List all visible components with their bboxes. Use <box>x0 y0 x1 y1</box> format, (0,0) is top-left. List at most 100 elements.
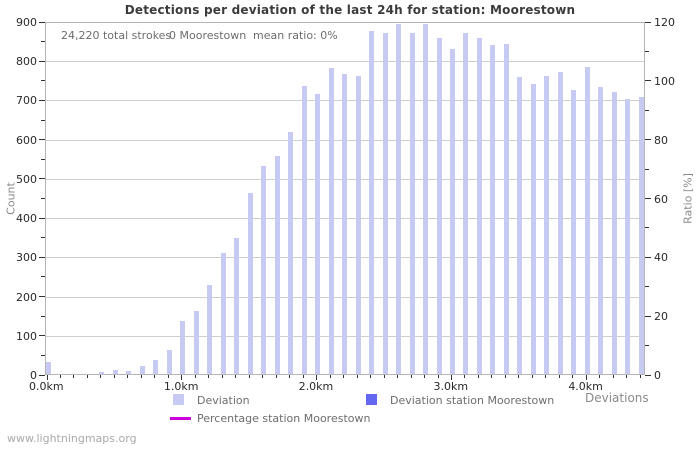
legend-line-percentage <box>170 417 191 420</box>
annotation-station-strokes: 0 Moorestown <box>169 29 247 42</box>
y-right-tick-label: 40 <box>654 251 668 265</box>
plot-area: 24,220 total strokes 0 Moorestown mean r… <box>45 22 645 375</box>
x-tick <box>545 375 547 378</box>
deviation-bar <box>274 156 280 374</box>
y-left-tick <box>39 99 45 101</box>
x-tick <box>208 375 210 378</box>
annotation-total-strokes: 24,220 total strokes <box>61 29 172 42</box>
y-right-tick <box>645 139 651 141</box>
x-tick <box>194 375 196 378</box>
x-tick <box>477 375 479 378</box>
deviation-bar <box>112 370 118 374</box>
y-right-tick <box>645 198 651 199</box>
x-tick <box>181 375 183 380</box>
y-right-tick <box>645 109 649 111</box>
y-left-tick-label: 700 <box>16 94 37 108</box>
deviation-bar <box>490 44 496 374</box>
deviation-bar <box>382 32 388 374</box>
y-right-tick <box>645 286 649 288</box>
y-left-tick <box>39 178 45 180</box>
x-tick <box>248 375 250 378</box>
deviation-bar <box>517 76 523 374</box>
y-right-tick-label: 120 <box>654 16 675 29</box>
x-tick <box>397 375 399 378</box>
y-left-tick-label: 900 <box>16 16 37 29</box>
deviation-bar <box>355 75 361 374</box>
y-right-tick <box>645 315 651 317</box>
y-right-tick <box>645 21 651 23</box>
annotation-mean-ratio: mean ratio: 0% <box>253 29 338 42</box>
deviation-bar <box>220 252 226 374</box>
deviation-bar <box>598 86 604 374</box>
deviation-bar <box>423 23 429 374</box>
deviation-bar <box>463 33 469 374</box>
deviation-bar <box>261 165 267 374</box>
y-left-tick <box>39 139 45 141</box>
y-left-axis-title: Count <box>4 182 18 215</box>
y-left-tick <box>39 335 45 337</box>
y-right-tick-label: 20 <box>654 310 668 324</box>
y-left-tick <box>41 198 45 199</box>
deviation-bar <box>369 31 375 374</box>
deviation-bar <box>139 366 145 374</box>
x-tick <box>343 375 345 378</box>
deviation-bar <box>611 92 617 374</box>
x-tick <box>167 375 169 378</box>
x-tick <box>639 375 641 378</box>
deviation-bar <box>193 311 199 374</box>
deviation-bar <box>166 349 172 374</box>
y-left-tick-label: 300 <box>16 251 37 265</box>
y-right-tick-label: 0 <box>654 369 661 382</box>
x-tick <box>289 375 291 378</box>
y-left-tick <box>39 60 45 62</box>
y-right-tick <box>645 168 649 170</box>
y-right-tick-label: 60 <box>654 192 668 206</box>
y-right-tick <box>645 256 651 258</box>
x-tick <box>262 375 264 378</box>
y-left-tick <box>41 80 45 82</box>
y-right-tick <box>645 345 649 347</box>
x-tick <box>46 375 48 380</box>
y-left-tick <box>39 296 45 298</box>
deviation-bar <box>207 284 213 374</box>
x-tick <box>410 375 412 378</box>
x-tick <box>302 375 304 378</box>
chart-title: Detections per deviation of the last 24h… <box>124 3 576 17</box>
x-tick <box>424 375 426 378</box>
x-tick <box>531 375 533 378</box>
y-left-tick-label: 100 <box>16 329 37 343</box>
y-right-axis-title: Ratio [%] <box>681 173 695 224</box>
x-tick <box>626 375 628 378</box>
y-right-tick <box>645 50 649 52</box>
deviation-bar <box>638 96 644 374</box>
deviation-bar <box>234 237 240 374</box>
y-left-tick <box>39 21 45 23</box>
deviation-bar <box>571 90 577 374</box>
deviation-bar <box>530 83 536 374</box>
y-right-tick <box>645 374 651 376</box>
gridline <box>46 61 644 63</box>
y-right-tick-label: 80 <box>654 133 668 147</box>
x-tick <box>370 375 372 378</box>
x-tick <box>450 375 452 380</box>
x-tick <box>154 375 156 378</box>
x-tick-label: 3.0km <box>433 380 469 393</box>
deviation-bar <box>396 23 402 374</box>
deviation-bar <box>625 99 631 374</box>
y-left-tick <box>41 315 45 317</box>
x-axis-title: Deviations <box>585 391 649 405</box>
deviation-bar <box>247 193 253 374</box>
y-left-tick <box>41 158 45 160</box>
x-tick <box>518 375 520 378</box>
x-tick <box>504 375 506 378</box>
x-tick <box>585 375 587 380</box>
x-tick-label: 0.0km <box>29 380 64 393</box>
y-left-tick-label: 500 <box>16 172 37 186</box>
x-tick <box>127 375 129 378</box>
x-tick <box>100 375 102 378</box>
x-tick-label: 1.0km <box>163 380 199 393</box>
x-tick <box>558 375 560 378</box>
x-tick <box>329 375 331 378</box>
y-left-tick-label: 400 <box>16 212 37 226</box>
